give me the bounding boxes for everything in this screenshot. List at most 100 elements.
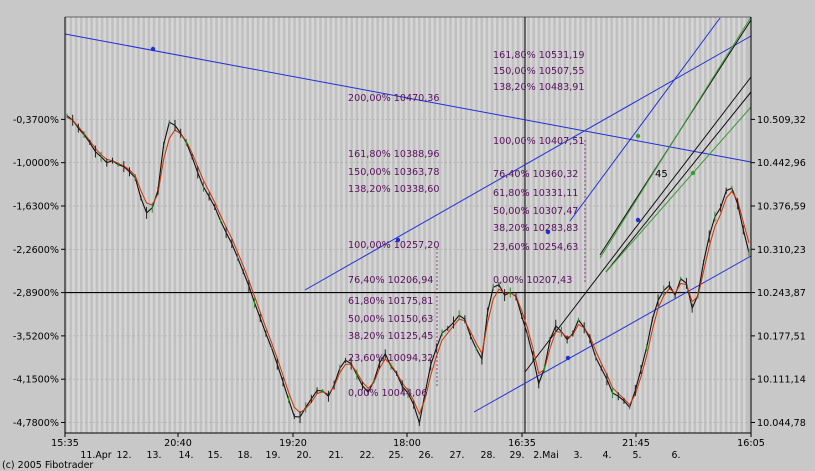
- session-stripe: [441, 17, 444, 433]
- session-stripe: [347, 17, 351, 433]
- upper-resistance-line: [64, 33, 752, 163]
- session-stripe: [93, 17, 96, 433]
- session-stripe: [254, 17, 257, 433]
- fib-label: 76,40% 10206,94: [348, 275, 433, 286]
- session-stripe: [98, 17, 101, 433]
- session-stripe: [295, 17, 299, 433]
- fib-label: 23,60% 10254,63: [493, 242, 578, 253]
- session-stripe: [399, 17, 403, 433]
- date-label: 22.: [360, 450, 375, 461]
- anchor-point: [635, 217, 641, 223]
- session-stripe: [108, 17, 112, 433]
- session-stripe: [342, 17, 346, 433]
- weekend-stripes: [67, 17, 746, 433]
- fan-line-c: [599, 16, 752, 259]
- session-stripe: [727, 17, 730, 433]
- anchor-point: [150, 46, 156, 52]
- session-stripe: [264, 17, 268, 433]
- date-label: 12.: [117, 450, 132, 461]
- session-stripe: [483, 17, 486, 433]
- session-stripe: [165, 17, 169, 433]
- session-stripe: [602, 17, 606, 433]
- session-stripe: [592, 17, 595, 433]
- session-stripe: [561, 17, 564, 433]
- session-stripe: [685, 17, 689, 433]
- session-stripe: [623, 17, 626, 433]
- date-label: 3.: [574, 450, 583, 461]
- session-stripe: [555, 17, 559, 433]
- session-stripe: [607, 17, 611, 433]
- session-stripe: [613, 17, 616, 433]
- session-stripe: [462, 17, 465, 433]
- session-stripe: [176, 17, 179, 433]
- session-stripe: [202, 17, 205, 433]
- session-stripe: [394, 17, 398, 433]
- session-stripe: [217, 17, 221, 433]
- session-stripe: [238, 17, 242, 433]
- fib-label: 100,00% 10407,51: [493, 136, 585, 147]
- session-stripe: [275, 17, 278, 433]
- fib-label: 50,00% 10150,63: [348, 314, 433, 325]
- fib-label: 200,00% 10470,36: [348, 93, 440, 104]
- date-label: 15.: [208, 450, 223, 461]
- left-tick-label: -2,2600%: [13, 245, 59, 256]
- date-label: 13.: [147, 450, 162, 461]
- session-stripe: [633, 17, 637, 433]
- session-stripe: [150, 17, 153, 433]
- session-stripe: [587, 17, 590, 433]
- session-stripe: [207, 17, 210, 433]
- session-stripe: [269, 17, 273, 433]
- session-stripe: [503, 17, 507, 433]
- session-stripe: [171, 17, 174, 433]
- session-stripe: [701, 17, 704, 433]
- session-stripe: [368, 17, 372, 433]
- session-stripe: [550, 17, 554, 433]
- lower-channel-bottom: [473, 255, 752, 413]
- right-tick-label: 10.509,32: [757, 115, 806, 126]
- left-tick-label: -4,7800%: [13, 418, 59, 429]
- session-stripe: [134, 17, 138, 433]
- time-label: 15:35: [51, 438, 79, 449]
- main-trend-line: [524, 76, 752, 373]
- session-stripe: [566, 17, 569, 433]
- left-tick-label: -1,0000%: [13, 158, 59, 169]
- session-stripe: [410, 17, 413, 433]
- date-label: 29.: [510, 450, 525, 461]
- fib-label: 61,80% 10331,11: [493, 188, 578, 199]
- anchor-point: [635, 133, 641, 139]
- date-label: 26.: [419, 450, 434, 461]
- session-stripe: [327, 17, 330, 433]
- date-label: 20.: [297, 450, 312, 461]
- session-stripe: [311, 17, 314, 433]
- session-stripe: [654, 17, 658, 433]
- left-tick-label: -3,5200%: [13, 331, 59, 342]
- session-stripe: [581, 17, 585, 433]
- session-stripe: [488, 17, 491, 433]
- session-stripe: [405, 17, 408, 433]
- fib-label: 50,00% 10307,47: [493, 206, 578, 217]
- date-label: 11.Apr: [80, 450, 111, 461]
- session-stripe: [535, 17, 538, 433]
- session-stripe: [467, 17, 470, 433]
- session-stripe: [628, 17, 632, 433]
- fib-label: 100,00% 10257,20: [348, 240, 440, 251]
- session-stripe: [384, 17, 387, 433]
- fib-label: 38,20% 10125,45: [348, 331, 433, 342]
- session-stripe: [457, 17, 460, 433]
- trend-channels: [64, 16, 752, 413]
- lower-channel-top: [304, 35, 752, 291]
- session-stripe: [301, 17, 304, 433]
- session-stripe: [87, 17, 91, 433]
- fib-label: 150,00% 10363,78: [348, 167, 440, 178]
- wave-label: 45: [655, 169, 668, 180]
- session-stripe: [373, 17, 377, 433]
- time-label: 19:20: [279, 438, 307, 449]
- session-stripe: [186, 17, 190, 433]
- session-stripe: [425, 17, 429, 433]
- date-label: 18.: [238, 450, 253, 461]
- session-stripe: [82, 17, 86, 433]
- session-stripe: [129, 17, 132, 433]
- right-tick-label: 10.177,51: [757, 331, 806, 342]
- session-stripe: [155, 17, 158, 433]
- time-label: 21:45: [622, 438, 650, 449]
